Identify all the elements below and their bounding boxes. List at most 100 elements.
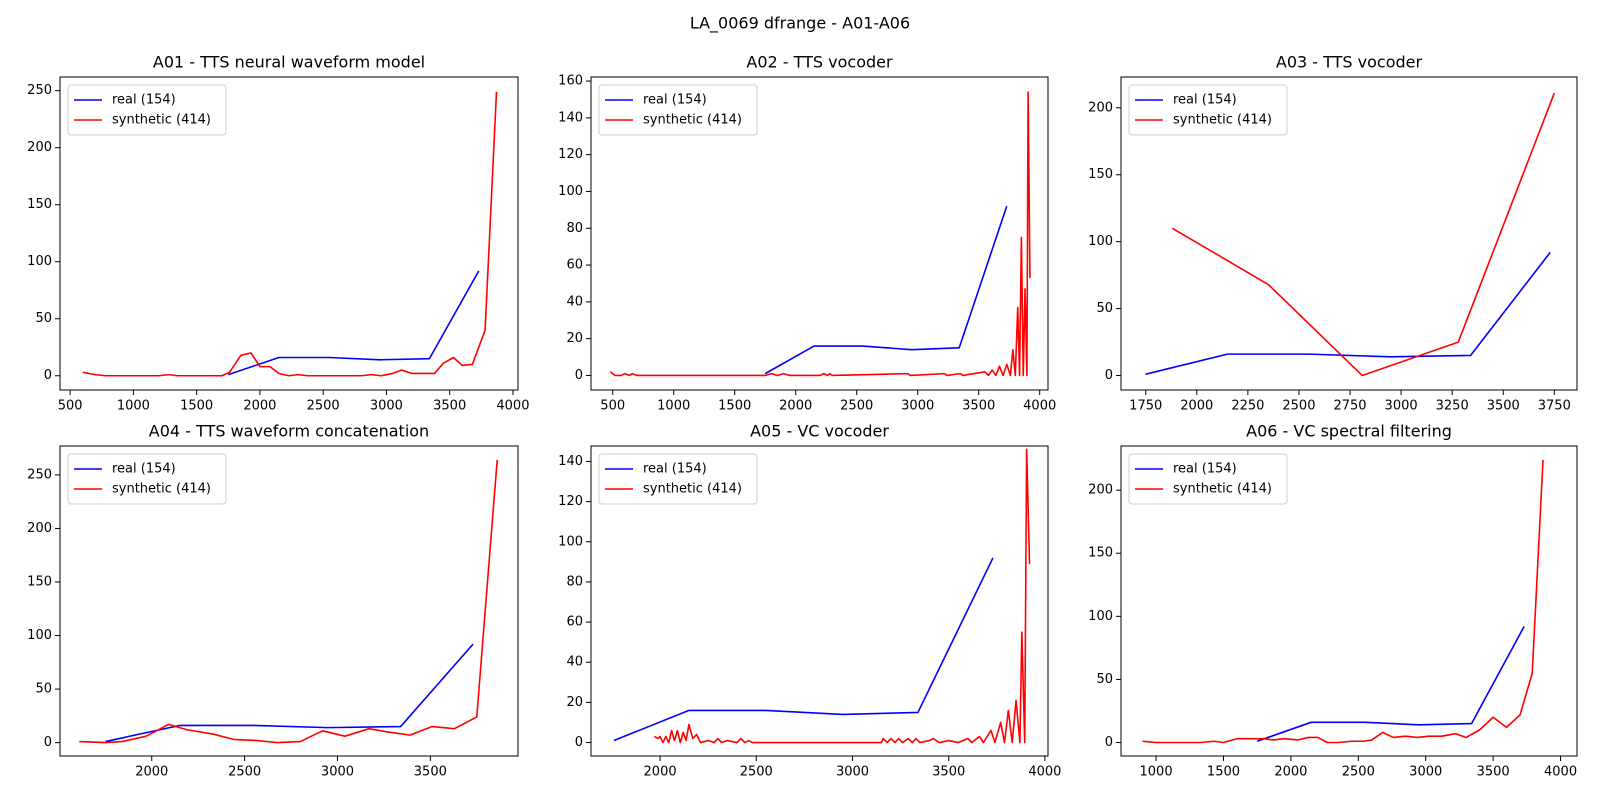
data-line (1142, 459, 1544, 744)
y-tick-label: 0 (1105, 735, 1113, 750)
y-tick-label: 80 (566, 221, 583, 236)
x-tick-label: 2500 (740, 765, 773, 780)
data-line (653, 448, 1031, 744)
x-tick-label: 3500 (433, 399, 466, 414)
data-line (82, 91, 498, 377)
y-tick-label: 150 (27, 574, 52, 589)
x-tick-label: 2500 (1342, 765, 1375, 780)
y-tick-label: 60 (566, 615, 583, 630)
y-tick-label: 50 (1096, 672, 1113, 687)
x-tick-label: 1500 (1207, 765, 1240, 780)
y-tick-label: 40 (566, 294, 583, 309)
legend-label: synthetic (414) (1173, 482, 1272, 497)
y-tick-label: 0 (575, 735, 583, 750)
x-tick-label: 2250 (1231, 399, 1264, 414)
y-tick-label: 160 (558, 74, 583, 89)
legend-box (1128, 453, 1288, 505)
x-tick-label: 1000 (1140, 765, 1173, 780)
subplot: A05 - VC vocoder 2000 2500 3000 3500 4000 0 20 4… (558, 422, 1061, 780)
data-line (79, 459, 498, 744)
x-tick-label: 2000 (243, 399, 276, 414)
x-tick-label: 3000 (321, 765, 354, 780)
legend-label: real (154) (643, 93, 707, 108)
y-tick-label: 250 (27, 467, 52, 482)
y-tick-label: 200 (27, 140, 52, 155)
legend-label: synthetic (414) (112, 113, 211, 128)
x-tick-label: 3000 (836, 765, 869, 780)
x-tick-label: 2750 (1333, 399, 1366, 414)
x-tick-label: 4000 (1023, 399, 1056, 414)
y-tick-label: 150 (1088, 167, 1113, 182)
legend-label: real (154) (1173, 93, 1237, 108)
x-tick-label: 1750 (1129, 399, 1162, 414)
x-tick-label: 2000 (644, 765, 677, 780)
data-line (228, 270, 480, 376)
x-tick-label: 2000 (135, 765, 168, 780)
x-tick-label: 3000 (370, 399, 403, 414)
x-tick-label: 3500 (962, 399, 995, 414)
x-tick-label: 3500 (1487, 399, 1520, 414)
y-tick-label: 40 (566, 655, 583, 670)
y-tick-label: 200 (1088, 483, 1113, 498)
x-tick-label: 2500 (228, 765, 261, 780)
y-tick-label: 250 (27, 83, 52, 98)
data-line (609, 91, 1031, 377)
legend-label: synthetic (414) (643, 482, 742, 497)
x-tick-label: 2000 (1274, 765, 1307, 780)
y-tick-label: 50 (35, 311, 52, 326)
x-tick-label: 1500 (180, 399, 213, 414)
legend-label: real (154) (112, 93, 176, 108)
y-tick-label: 100 (1088, 609, 1113, 624)
legend-label: real (154) (112, 462, 176, 477)
legend-box (1128, 84, 1288, 136)
y-tick-label: 0 (1105, 368, 1113, 383)
subplot-title: A03 - TTS vocoder (1276, 53, 1423, 72)
data-line (1145, 251, 1551, 375)
y-tick-label: 100 (27, 628, 52, 643)
x-tick-label: 4000 (496, 399, 529, 414)
x-tick-label: 1500 (718, 399, 751, 414)
data-line (1256, 626, 1525, 742)
x-tick-label: 2500 (1282, 399, 1315, 414)
data-line (105, 643, 474, 743)
legend-label: real (154) (643, 462, 707, 477)
y-tick-label: 100 (1088, 234, 1113, 249)
y-tick-label: 150 (27, 197, 52, 212)
y-tick-label: 150 (1088, 546, 1113, 561)
x-tick-label: 3000 (1409, 765, 1442, 780)
y-tick-label: 100 (558, 184, 583, 199)
legend-box (598, 84, 758, 136)
subplot-title: A04 - TTS waveform concatenation (149, 422, 429, 441)
y-tick-label: 100 (27, 254, 52, 269)
x-tick-label: 2000 (1180, 399, 1213, 414)
x-tick-label: 3500 (1477, 765, 1510, 780)
y-tick-label: 50 (35, 682, 52, 697)
axes-frame (59, 445, 519, 757)
subplot-title: A05 - VC vocoder (750, 422, 889, 441)
y-tick-label: 50 (1096, 301, 1113, 316)
y-tick-label: 200 (27, 521, 52, 536)
subplot-title: A01 - TTS neural waveform model (153, 53, 425, 72)
axes-frame (1120, 445, 1578, 757)
x-tick-label: 4000 (1544, 765, 1577, 780)
y-tick-label: 80 (566, 574, 583, 589)
legend-label: synthetic (414) (112, 482, 211, 497)
y-tick-label: 60 (566, 258, 583, 273)
x-tick-label: 1000 (117, 399, 150, 414)
legend-label: real (154) (1173, 462, 1237, 477)
subplot-title: A06 - VC spectral filtering (1246, 422, 1452, 441)
y-tick-label: 140 (558, 454, 583, 469)
data-line (613, 557, 994, 742)
legend-label: synthetic (414) (1173, 113, 1272, 128)
x-tick-label: 1000 (657, 399, 690, 414)
axes-frame (590, 445, 1049, 757)
y-tick-label: 0 (44, 735, 52, 750)
y-tick-label: 20 (566, 331, 583, 346)
y-tick-label: 120 (558, 494, 583, 509)
figure-title: LA_0069 dfrange - A01-A06 (690, 14, 910, 34)
